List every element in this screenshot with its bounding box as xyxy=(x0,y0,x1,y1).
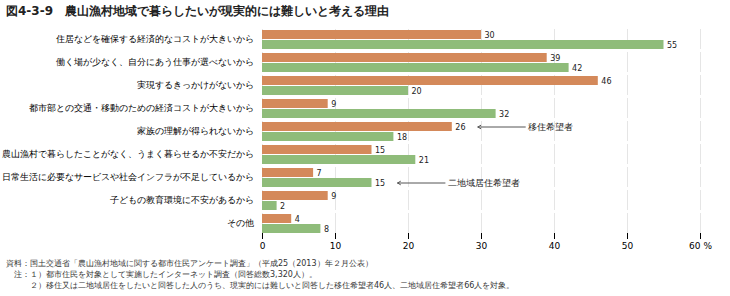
svg-text:60 %: 60 % xyxy=(689,241,712,251)
svg-text:都市部との交通・移動のための経済コストが大きいから: 都市部との交通・移動のための経済コストが大きいから xyxy=(29,103,254,113)
svg-text:2: 2 xyxy=(280,202,285,211)
svg-text:農山漁村で暮らしたことがなく、うまく暮らせるか不安だから: 農山漁村で暮らしたことがなく、うまく暮らせるか不安だから xyxy=(2,149,254,159)
svg-text:30: 30 xyxy=(485,31,495,40)
svg-text:4: 4 xyxy=(295,215,300,224)
svg-text:働く場が少なく、自分にあう仕事が選べないから: 働く場が少なく、自分にあう仕事が選べないから xyxy=(56,57,254,67)
svg-text:42: 42 xyxy=(572,64,582,73)
svg-text:7: 7 xyxy=(317,169,322,178)
svg-text:20: 20 xyxy=(403,241,415,251)
svg-text:40: 40 xyxy=(549,241,561,251)
svg-text:住居などを確保する経済的なコストが大きいから: 住居などを確保する経済的なコストが大きいから xyxy=(56,34,254,44)
html-text:図4-3-9 農山漁村地域で暮らしたいが現実的には難しいと考: 図4-3-9 農山漁村地域で暮らしたいが現実的には難しいと考える理由 xyxy=(6,4,389,18)
svg-text:日常生活に必要なサービスや社会インフラが不足しているから: 日常生活に必要なサービスや社会インフラが不足しているから xyxy=(2,172,254,182)
svg-text:15: 15 xyxy=(375,146,385,155)
svg-text:子どもの教育環境に不安があるから: 子どもの教育環境に不安があるから xyxy=(110,195,254,205)
svg-text:9: 9 xyxy=(331,100,336,109)
html-text:２）移住又は二地域居住をしたいと回答した人のうち、現実的には: ２）移住又は二地域居住をしたいと回答した人のうち、現実的には難しいと回答した移住… xyxy=(6,281,515,290)
svg-text:10: 10 xyxy=(330,241,342,251)
svg-text:0: 0 xyxy=(260,241,266,251)
svg-text:移住希望者: 移住希望者 xyxy=(528,122,573,132)
svg-text:20: 20 xyxy=(412,87,422,96)
svg-text:18: 18 xyxy=(397,133,407,142)
html-text:注：１）都市住民を対象として実施したインターネット調査（回答: 注：１）都市住民を対象として実施したインターネット調査（回答総数3,320人）。 xyxy=(6,270,317,279)
html-text:資料：国土交通省「農山漁村地域に関する都市住民アンケート調査: 資料：国土交通省「農山漁村地域に関する都市住民アンケート調査」（平成25（201… xyxy=(6,259,373,268)
svg-text:実現するきっかけがないから: 実現するきっかけがないから xyxy=(137,80,254,90)
svg-text:30: 30 xyxy=(476,241,488,251)
svg-text:9: 9 xyxy=(331,192,336,201)
svg-text:21: 21 xyxy=(419,156,429,165)
svg-text:46: 46 xyxy=(601,77,611,86)
svg-text:50: 50 xyxy=(622,241,634,251)
svg-text:32: 32 xyxy=(499,110,509,119)
svg-text:26: 26 xyxy=(455,123,465,132)
svg-text:家族の理解が得られないから: 家族の理解が得られないから xyxy=(137,126,254,136)
svg-text:39: 39 xyxy=(550,54,560,63)
svg-text:8: 8 xyxy=(324,225,329,234)
svg-text:その他: その他 xyxy=(227,218,254,228)
svg-text:二地域居住希望者: 二地域居住希望者 xyxy=(448,178,520,188)
svg-text:55: 55 xyxy=(667,41,677,50)
svg-text:15: 15 xyxy=(375,179,385,188)
